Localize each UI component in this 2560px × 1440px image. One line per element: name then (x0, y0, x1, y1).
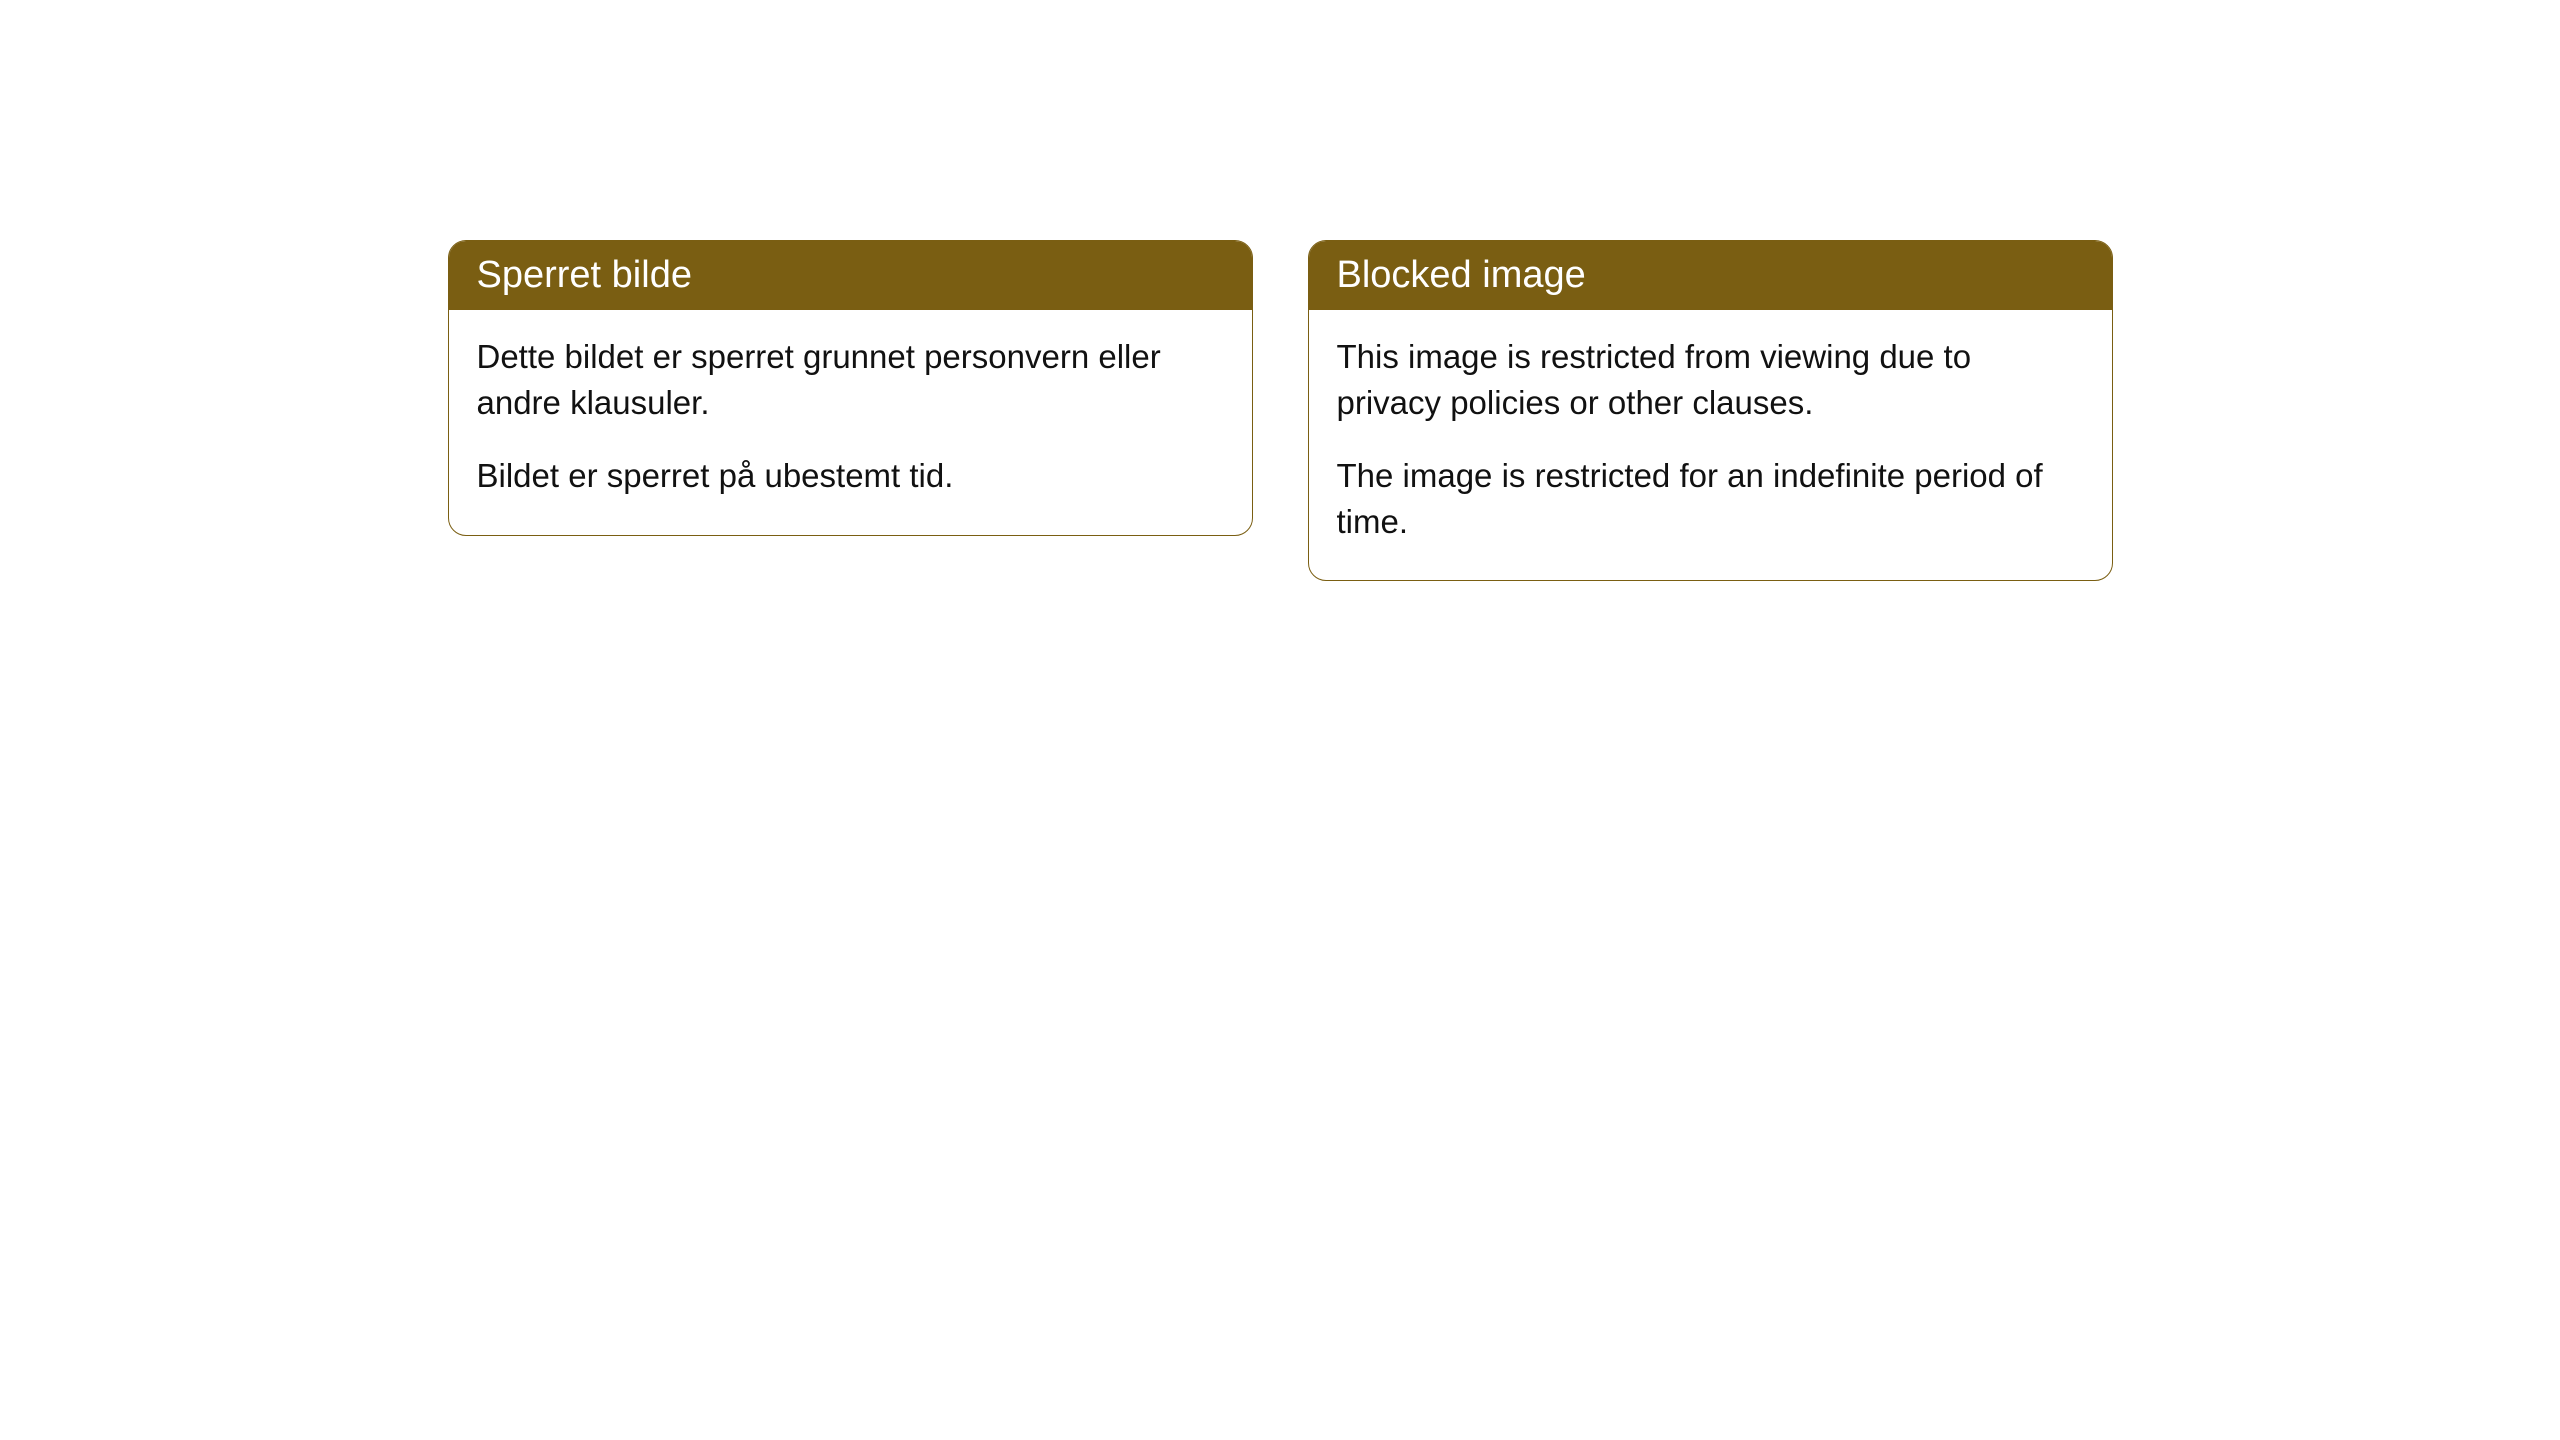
card-title: Blocked image (1309, 241, 2112, 310)
notice-card-english: Blocked image This image is restricted f… (1308, 240, 2113, 581)
notice-card-norwegian: Sperret bilde Dette bildet er sperret gr… (448, 240, 1253, 536)
card-paragraph: The image is restricted for an indefinit… (1337, 453, 2084, 544)
notice-container: Sperret bilde Dette bildet er sperret gr… (448, 240, 2113, 1440)
card-body: Dette bildet er sperret grunnet personve… (449, 310, 1252, 535)
card-title: Sperret bilde (449, 241, 1252, 310)
card-body: This image is restricted from viewing du… (1309, 310, 2112, 580)
card-paragraph: This image is restricted from viewing du… (1337, 334, 2084, 425)
card-paragraph: Dette bildet er sperret grunnet personve… (477, 334, 1224, 425)
card-paragraph: Bildet er sperret på ubestemt tid. (477, 453, 1224, 499)
